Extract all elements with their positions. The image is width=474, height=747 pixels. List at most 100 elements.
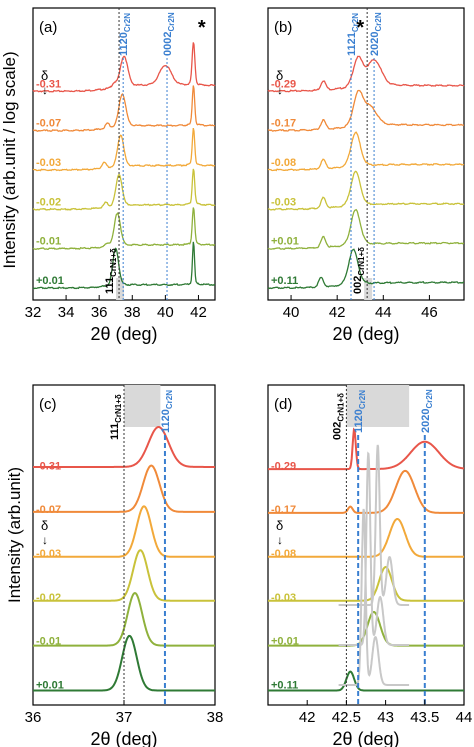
series-line--0.29 bbox=[267, 55, 465, 93]
shaded-band bbox=[116, 278, 125, 300]
series-label: +0.01 bbox=[36, 275, 64, 287]
x-tick-label: 36 bbox=[25, 709, 42, 726]
series-line--0.03 bbox=[267, 170, 465, 211]
x-tick-label: 43.5 bbox=[410, 709, 439, 726]
series-line--0.01 bbox=[32, 207, 216, 250]
panel-label: (b) bbox=[274, 19, 292, 36]
x-tick-label: 42.5 bbox=[332, 709, 361, 726]
delta-symbol: δ bbox=[41, 518, 48, 533]
shaded-band bbox=[124, 385, 161, 427]
x-tick-label: 32 bbox=[25, 304, 42, 321]
ylabel-top: Intensity (arb.unit / log scale) bbox=[0, 51, 19, 269]
series-label: +0.11 bbox=[271, 680, 298, 692]
crn-reference-label: 111CrN1+δ bbox=[109, 394, 123, 440]
series-line--0.07 bbox=[33, 464, 215, 513]
series-line-+0.11 bbox=[268, 670, 464, 692]
panel-c: -0.31 -0.07 -0.03 -0.02 -0.01 +0.01 111CrN1+δ 1… bbox=[25, 384, 224, 747]
series-label: -0.17 bbox=[271, 118, 296, 130]
x-axis-title: 2θ (deg) bbox=[332, 729, 399, 747]
x-tick-label: 36 bbox=[91, 304, 108, 321]
panel-b: -0.29 -0.17 -0.08 -0.03 +0.01 +0.11 002CrN1+δ 1… bbox=[267, 7, 465, 344]
series-line--0.03 bbox=[32, 127, 216, 172]
star-marker: * bbox=[198, 17, 206, 39]
panel-label: (c) bbox=[39, 396, 57, 413]
series-line--0.07 bbox=[32, 85, 216, 132]
x-tick-label: 44 bbox=[375, 304, 392, 321]
series-label: -0.03 bbox=[36, 157, 61, 169]
x-tick-label: 46 bbox=[421, 304, 438, 321]
x-tick-label: 44 bbox=[456, 709, 473, 726]
crn-reference-label: 002CrN1+δ bbox=[352, 247, 366, 294]
x-tick-label: 40 bbox=[157, 304, 174, 321]
x-tick-label: 34 bbox=[58, 304, 75, 321]
x-axis-title: 2θ (deg) bbox=[90, 729, 157, 747]
series-label: -0.07 bbox=[36, 504, 61, 516]
x-tick-label: 38 bbox=[207, 709, 224, 726]
series-label: -0.08 bbox=[271, 157, 296, 169]
x-axis-title: 2θ (deg) bbox=[90, 324, 157, 344]
series-label: -0.03 bbox=[271, 592, 296, 604]
delta-arrow: ↓ bbox=[42, 533, 48, 547]
reference-gray-curve bbox=[338, 444, 410, 606]
panel-label: (a) bbox=[39, 19, 57, 36]
series-line--0.29 bbox=[268, 427, 465, 471]
cr2n-reference-label: 1120Cr2N bbox=[160, 390, 174, 433]
delta-arrow: ↓ bbox=[42, 83, 48, 97]
cr2n-reference-label: 1121Cr2N bbox=[346, 13, 360, 56]
reference-gray-curve bbox=[338, 508, 410, 686]
series-label: -0.02 bbox=[36, 592, 61, 604]
series-label: -0.02 bbox=[36, 196, 61, 208]
panel-a: -0.31 -0.07 -0.03 -0.02 -0.01 +0.01 111CrN1+δ 1… bbox=[25, 7, 216, 344]
reference-gray-curve bbox=[338, 451, 410, 646]
delta-arrow: ↓ bbox=[277, 83, 283, 97]
delta-symbol: δ bbox=[276, 68, 283, 83]
cr2n-reference-label: 2020Cr2N bbox=[369, 12, 383, 56]
series-line--0.31 bbox=[32, 42, 216, 93]
series-label: -0.17 bbox=[271, 504, 296, 516]
series-label: -0.08 bbox=[271, 548, 296, 560]
x-tick-label: 42 bbox=[190, 304, 207, 321]
cr2n-reference-label: 0002Cr2N bbox=[162, 12, 176, 56]
series-label: +0.01 bbox=[271, 636, 299, 648]
series-label: -0.29 bbox=[271, 78, 296, 90]
series-label: +0.01 bbox=[271, 236, 299, 248]
x-tick-label: 38 bbox=[124, 304, 141, 321]
series-label: -0.29 bbox=[271, 460, 296, 472]
series-label: -0.03 bbox=[36, 548, 61, 560]
x-tick-label: 42 bbox=[299, 709, 316, 726]
x-tick-label: 42 bbox=[329, 304, 346, 321]
series-line--0.01 bbox=[33, 592, 215, 647]
ylabel-bottom: Intensity (arb.unit) bbox=[5, 466, 24, 604]
cr2n-reference-label: 1120Cr2N bbox=[118, 13, 132, 56]
x-tick-label: 40 bbox=[283, 304, 300, 321]
series-label: -0.31 bbox=[36, 460, 61, 472]
x-axis-title: 2θ (deg) bbox=[332, 324, 399, 344]
panel-label: (d) bbox=[274, 396, 292, 413]
shaded-band bbox=[346, 385, 410, 427]
x-tick-label: 43 bbox=[377, 709, 394, 726]
series-label: -0.01 bbox=[36, 236, 61, 248]
series-label: -0.31 bbox=[36, 78, 61, 90]
shaded-band bbox=[364, 278, 373, 300]
series-label: +0.11 bbox=[271, 275, 298, 287]
series-line--0.02 bbox=[32, 168, 216, 211]
series-line-+0.01 bbox=[267, 208, 465, 250]
series-line-+0.01 bbox=[32, 241, 216, 290]
series-line--0.17 bbox=[267, 89, 464, 132]
series-line--0.02 bbox=[33, 549, 215, 602]
star-marker: * bbox=[356, 17, 364, 39]
delta-arrow: ↓ bbox=[277, 533, 283, 547]
series-line--0.08 bbox=[267, 131, 465, 172]
series-label: +0.01 bbox=[36, 680, 64, 692]
crn-reference-label: 002CrN1+δ bbox=[331, 393, 345, 440]
panel-d: -0.29 -0.17 -0.08 -0.03 +0.01 +0.11 002CrN1+δ 1… bbox=[267, 384, 473, 747]
cr2n-reference-label: 2020Cr2N bbox=[420, 389, 434, 433]
cr2n-reference-label: 1120Cr2N bbox=[353, 390, 367, 433]
series-label: -0.01 bbox=[36, 636, 61, 648]
series-line-+0.11 bbox=[267, 248, 464, 290]
series-label: -0.07 bbox=[36, 118, 61, 130]
delta-symbol: δ bbox=[41, 68, 48, 83]
delta-symbol: δ bbox=[276, 518, 283, 533]
series-label: -0.03 bbox=[271, 196, 296, 208]
